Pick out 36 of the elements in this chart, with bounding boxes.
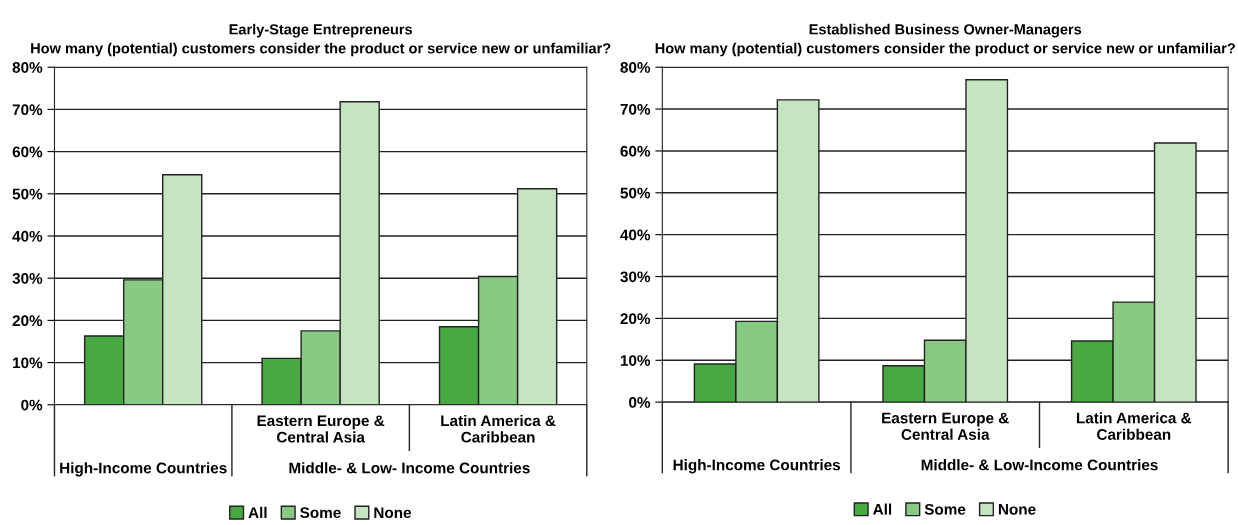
y-tick-label: 50% [620, 187, 651, 199]
y-tick-label: 0% [21, 399, 43, 411]
text: High-Income Countries [60, 462, 227, 477]
legend-label: Some [300, 507, 341, 519]
y-tick-label: 0% [629, 397, 651, 408]
y-tick-label: 40% [620, 229, 651, 241]
y-tick-label: 20% [12, 315, 43, 327]
y-tick-label: 60% [12, 146, 43, 158]
y-tick-label: 30% [12, 273, 43, 284]
chart-subtitle: How many (potential) customers consider the product or service new or unfamiliar? [31, 42, 611, 57]
y-tick-label: 70% [620, 103, 651, 115]
x-tick-label: Latin America & Caribbean [1076, 412, 1192, 440]
y-tick-label: 10% [620, 355, 651, 366]
y-tick-label: 40% [12, 230, 43, 242]
chart-title: Established Business Owner-Managers [809, 23, 1082, 38]
y-tick-label: 70% [12, 104, 43, 116]
y-tick-label: 50% [12, 188, 43, 200]
x-tick-label: Eastern Europe & Central Asia [882, 412, 1009, 440]
chart-subtitle: How many (potential) customers consider the product or service new or unfamiliar? [655, 42, 1235, 57]
text: High-Income Countries [673, 459, 841, 474]
x-tick-label: Latin America & Caribbean [441, 414, 556, 443]
legend-label: None [998, 504, 1036, 515]
text: Middle- & Low- Income Countries [289, 462, 530, 474]
legend-label: All [873, 503, 892, 515]
y-tick-label: 80% [12, 62, 43, 73]
y-tick-label: 80% [620, 62, 651, 73]
legend-label: None [374, 507, 412, 519]
legend-label: Some [924, 503, 966, 515]
y-tick-label: 30% [620, 271, 651, 283]
y-tick-label: 10% [13, 357, 43, 369]
y-tick-label: 20% [620, 313, 651, 325]
text: Middle- & Low-Income Countries [921, 459, 1158, 471]
legend-label: All [248, 506, 267, 518]
y-tick-label: 60% [620, 145, 651, 157]
chart-title: Early-Stage Entrepreneurs [229, 23, 413, 38]
x-tick-label: Eastern Europe & Central Asia [257, 415, 385, 443]
